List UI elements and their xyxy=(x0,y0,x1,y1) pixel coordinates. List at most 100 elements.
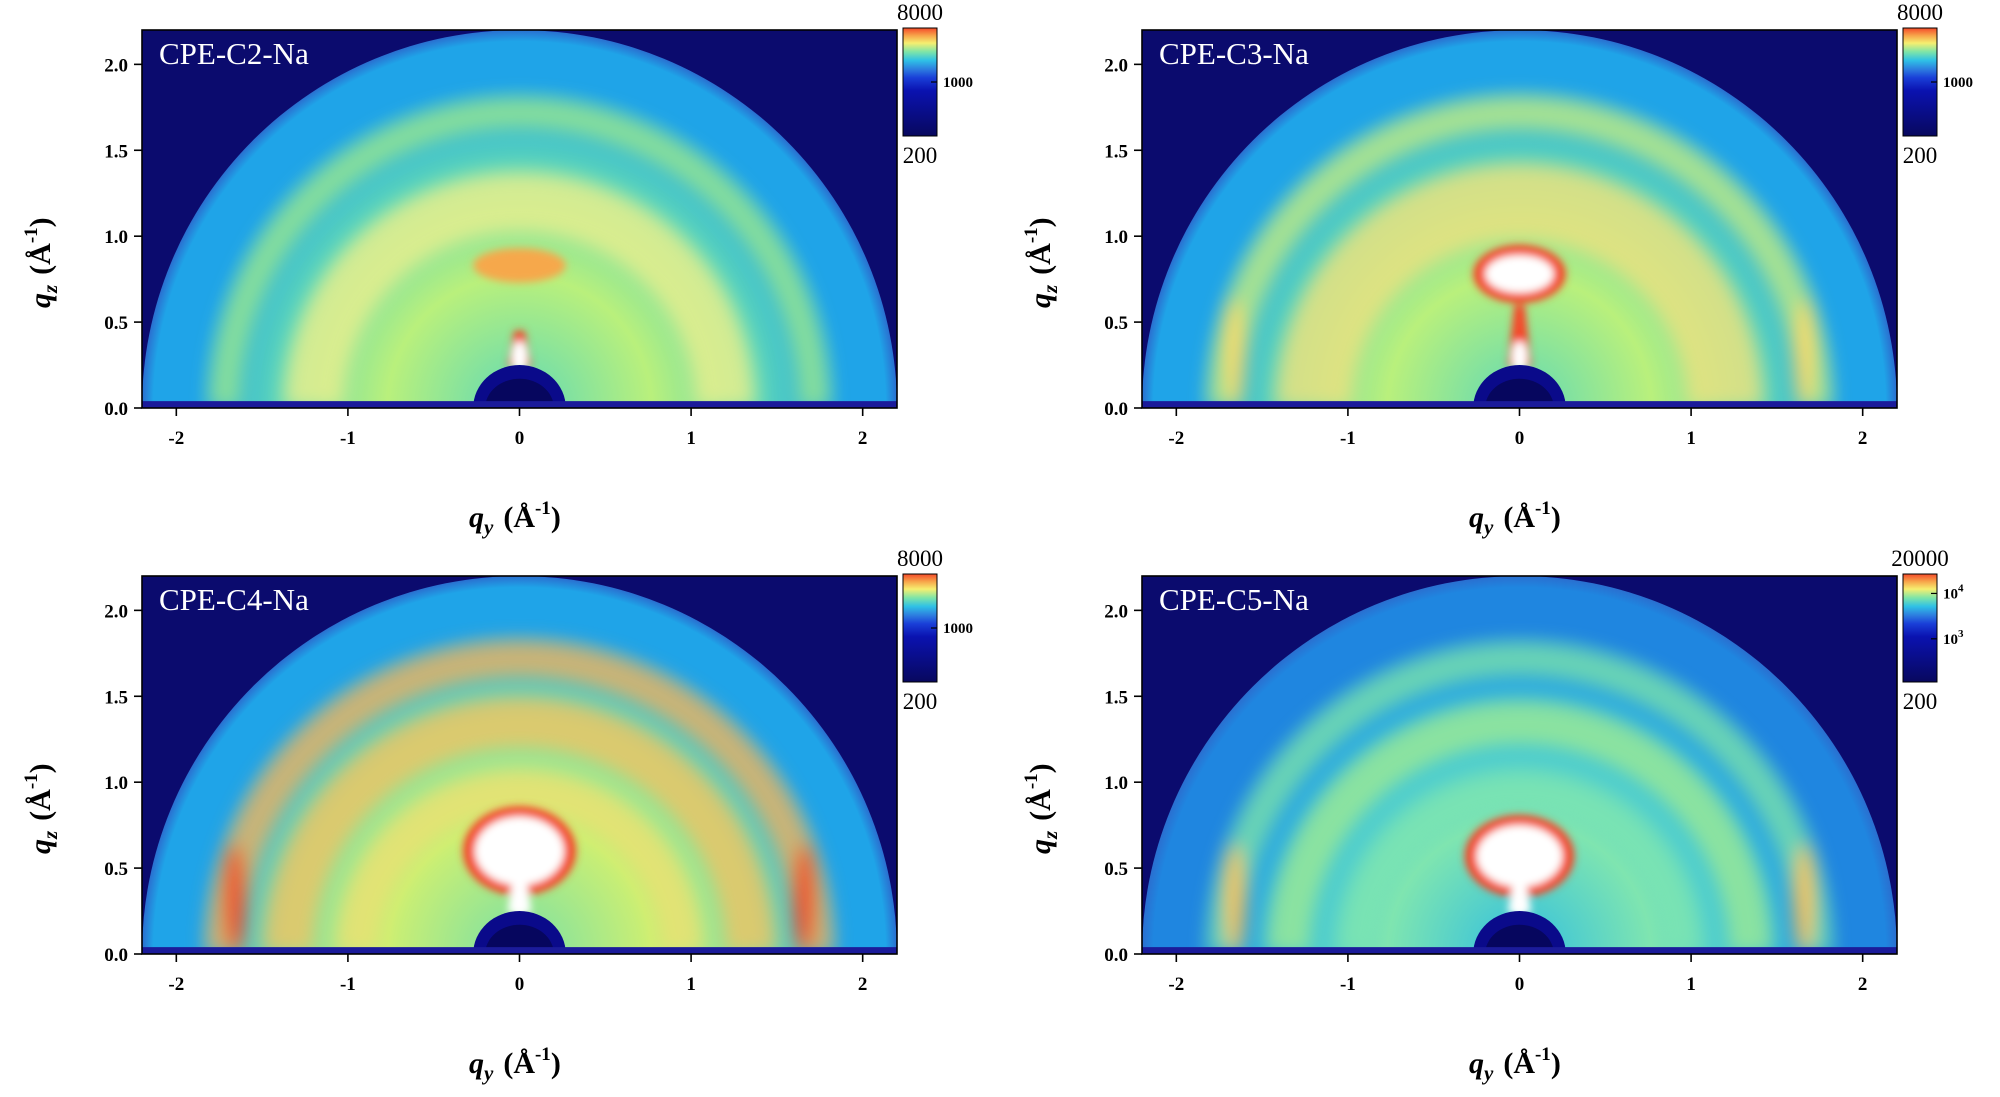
diffraction-ring-1 xyxy=(1207,95,1832,408)
diffraction-ring-2 xyxy=(1265,699,1774,954)
y-tick-label: 2.0 xyxy=(1104,601,1128,622)
y-tick-label: 0.5 xyxy=(1104,859,1128,880)
x-axis-label: qy (Å-1) xyxy=(469,1044,561,1085)
colorbar-tick-label: 104 xyxy=(1943,582,1964,602)
x-tick-label: 0 xyxy=(515,428,525,449)
panel-label: CPE-C4-Na xyxy=(159,582,309,617)
x-tick-label: -2 xyxy=(1168,974,1184,995)
x-tick-label: -1 xyxy=(1340,428,1356,449)
sample-horizon xyxy=(142,401,897,408)
x-tick-label: 2 xyxy=(1858,974,1868,995)
diffraction-ring-3 xyxy=(335,769,704,954)
x-tick-label: 0 xyxy=(515,974,525,995)
x-tick-label: -2 xyxy=(168,428,184,449)
chart-svg: CPE-C5-Na -2 -1 0 1 2 0.0 0.5 1.0 1.5 2.0 qy (Å-1) qz… xyxy=(1021,546,1964,1085)
streak-core xyxy=(1511,886,1528,918)
x-tick-label: 0 xyxy=(1515,428,1525,449)
x-tick-label: 2 xyxy=(858,974,868,995)
y-tick-label: 1.0 xyxy=(1104,773,1128,794)
colorbar xyxy=(1902,573,1938,683)
colorbar-max-label: 8000 xyxy=(897,546,943,571)
panel-cpe-c3-na: CPE-C3-Na -2 -1 0 1 2 0.0 0.5 1.0 1.5 2.0 qy (Å-1) qz… xyxy=(1000,0,2000,546)
side-reflection-left xyxy=(1224,844,1245,954)
chart-svg: CPE-C4-Na -2 -1 0 1 2 0.0 0.5 1.0 1.5 2.0 qy (Å-1) qz… xyxy=(21,546,973,1085)
x-axis-label: qy (Å-1) xyxy=(1469,1044,1561,1085)
y-tick-label: 1.5 xyxy=(104,687,128,708)
colorbar-max-label: 8000 xyxy=(1897,0,1943,25)
bragg-spot-2 xyxy=(474,816,565,886)
x-tick-label: 2 xyxy=(858,428,868,449)
y-tick-label: 2.0 xyxy=(104,55,128,76)
colorbar-min-label: 200 xyxy=(1903,143,1938,168)
panel-label: CPE-C3-Na xyxy=(1159,36,1309,71)
bragg-spot-2 xyxy=(1476,825,1563,887)
y-axis-label: qz(Å-1) xyxy=(1021,763,1062,854)
colorbar-tick-label: 1000 xyxy=(943,75,973,91)
side-reflection-right xyxy=(794,844,815,954)
streak-core xyxy=(511,340,528,372)
diffraction-ring-2 xyxy=(1274,163,1765,408)
y-axis-label: qz(Å-1) xyxy=(21,217,62,308)
colorbar-tick-label: 1000 xyxy=(943,621,973,637)
bragg-spot-2 xyxy=(1485,255,1554,293)
heatmap-area xyxy=(142,30,897,408)
x-tick-label: 0 xyxy=(1515,974,1525,995)
y-tick-label: 1.5 xyxy=(1104,687,1128,708)
chart-svg: CPE-C2-Na -2 -1 0 1 2 0.0 0.5 1.0 1.5 2.0 qy (Å-1) qz… xyxy=(21,0,973,539)
diffraction-ring-2 xyxy=(283,171,756,408)
side-reflection-left xyxy=(1224,298,1245,408)
diffraction-ring-1 xyxy=(208,97,831,408)
x-tick-label: -2 xyxy=(1168,428,1184,449)
streak-core xyxy=(1511,340,1528,372)
panel-label: CPE-C2-Na xyxy=(159,36,309,71)
x-tick-label: 1 xyxy=(1686,428,1696,449)
sample-horizon xyxy=(1142,401,1897,408)
y-tick-label: 0.5 xyxy=(104,859,128,880)
y-tick-label: 0.5 xyxy=(1104,313,1128,334)
sample-horizon xyxy=(1142,947,1897,954)
beamstop-core xyxy=(1485,924,1554,954)
y-tick-label: 2.0 xyxy=(104,601,128,622)
colorbar-max-label: 20000 xyxy=(1891,546,1949,571)
x-tick-label: -2 xyxy=(168,974,184,995)
x-tick-label: 1 xyxy=(686,428,696,449)
y-tick-label: 1.5 xyxy=(104,141,128,162)
heatmap-area xyxy=(1142,576,1897,954)
x-tick-label: 2 xyxy=(1858,428,1868,449)
x-tick-label: -1 xyxy=(340,974,356,995)
colorbar-tick-label: 103 xyxy=(1943,628,1964,648)
colorbar-min-label: 200 xyxy=(903,689,938,714)
y-tick-label: 0.0 xyxy=(1104,945,1128,966)
diffraction-ring-1 xyxy=(1207,641,1832,954)
y-tick-label: 0.5 xyxy=(104,313,128,334)
bragg-spot-1 xyxy=(473,248,566,283)
heatmap-area xyxy=(142,576,897,954)
beamstop-core xyxy=(485,924,554,954)
side-reflection-right xyxy=(1794,844,1815,954)
diffraction-ring-1 xyxy=(205,639,834,954)
sample-horizon xyxy=(142,947,897,954)
y-tick-label: 1.0 xyxy=(1104,227,1128,248)
streak-core xyxy=(511,886,528,918)
colorbar-max-label: 8000 xyxy=(897,0,943,25)
x-tick-label: -1 xyxy=(340,428,356,449)
diffraction-ring-2 xyxy=(262,696,777,954)
panel-cpe-c4-na: CPE-C4-Na -2 -1 0 1 2 0.0 0.5 1.0 1.5 2.0 qy (Å-1) qz… xyxy=(0,546,1000,1092)
panel-cpe-c2-na: CPE-C2-Na -2 -1 0 1 2 0.0 0.5 1.0 1.5 2.0 qy (Å-1) qz… xyxy=(0,0,1000,546)
beamstop-core xyxy=(1485,378,1554,408)
y-tick-label: 1.5 xyxy=(1104,141,1128,162)
x-tick-label: 1 xyxy=(1686,974,1696,995)
beamstop-core xyxy=(485,378,554,408)
panel-cpe-c5-na: CPE-C5-Na -2 -1 0 1 2 0.0 0.5 1.0 1.5 2.0 qy (Å-1) qz… xyxy=(1000,546,2000,1092)
y-tick-label: 0.0 xyxy=(1104,399,1128,420)
heatmap-area xyxy=(1142,30,1897,408)
y-tick-label: 2.0 xyxy=(1104,55,1128,76)
y-tick-label: 0.0 xyxy=(104,945,128,966)
y-tick-label: 0.0 xyxy=(104,399,128,420)
y-tick-label: 1.0 xyxy=(104,227,128,248)
colorbar-min-label: 200 xyxy=(1903,689,1938,714)
x-axis-label: qy (Å-1) xyxy=(1469,498,1561,539)
x-tick-label: 1 xyxy=(686,974,696,995)
x-axis-label: qy (Å-1) xyxy=(469,498,561,539)
